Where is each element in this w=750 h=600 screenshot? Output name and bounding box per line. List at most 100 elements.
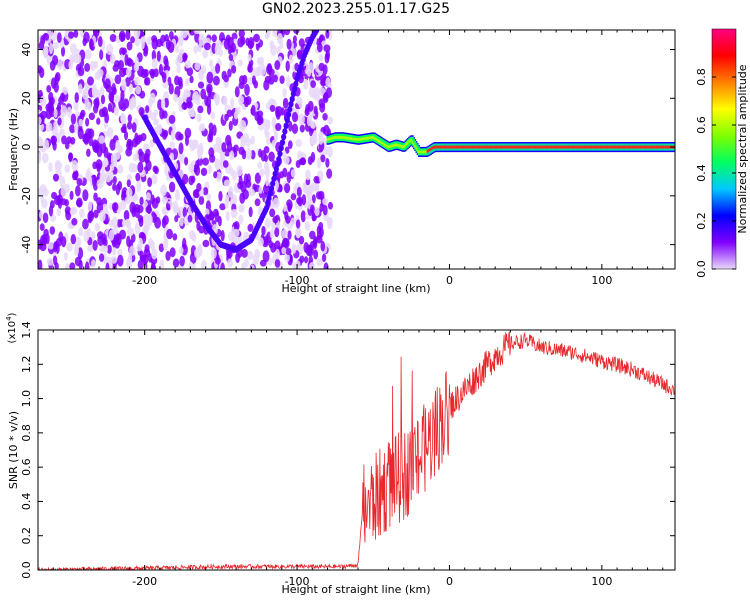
- noise-cell: [149, 68, 156, 76]
- noise-cell: [210, 111, 216, 120]
- noise-cell: [120, 126, 127, 134]
- noise-cell: [327, 219, 333, 230]
- ridge-cell: [278, 144, 284, 152]
- noise-cell: [168, 181, 176, 193]
- noise-cell: [74, 245, 79, 256]
- noise-cell: [130, 96, 136, 107]
- snr-xtick-label: -200: [132, 575, 157, 588]
- ridge-cell: [279, 139, 286, 146]
- noise-cell: [49, 226, 56, 235]
- noise-cell: [70, 137, 76, 145]
- noise-cell: [248, 206, 253, 218]
- noise-cell: [275, 106, 280, 118]
- ridge-cell: [276, 156, 282, 163]
- spectrogram-ytick-label: 0: [20, 144, 33, 151]
- noise-cell: [170, 129, 176, 142]
- noise-cell: [166, 203, 171, 211]
- colorbar-tick-label: 0.2: [695, 212, 708, 230]
- noise-cell: [120, 90, 125, 101]
- noise-cell: [227, 258, 233, 268]
- noise-cell: [267, 62, 272, 73]
- noise-cell: [207, 85, 212, 98]
- noise-cell: [235, 252, 241, 264]
- noise-cell: [60, 236, 67, 248]
- noise-cell: [106, 43, 114, 56]
- noise-cell: [121, 79, 127, 91]
- noise-cell: [144, 222, 151, 232]
- noise-cell: [263, 162, 269, 171]
- noise-cell: [229, 167, 235, 177]
- noise-cell: [112, 64, 119, 72]
- noise-cell: [86, 167, 91, 178]
- noise-cell: [325, 158, 330, 168]
- noise-cell: [247, 223, 254, 232]
- noise-cell: [85, 117, 90, 127]
- noise-cell: [295, 139, 302, 147]
- snr-xlabel: Height of straight line (km): [281, 583, 430, 596]
- spectrogram-cells: [38, 30, 675, 269]
- noise-cell: [239, 119, 247, 132]
- noise-cell: [162, 215, 169, 226]
- noise-cell: [136, 180, 142, 193]
- noise-cell: [247, 54, 252, 62]
- noise-cell: [71, 218, 78, 226]
- noise-cell: [138, 151, 146, 163]
- noise-cell: [87, 210, 95, 222]
- noise-cell: [48, 162, 53, 173]
- noise-cell: [39, 242, 47, 252]
- noise-cell: [257, 161, 263, 169]
- noise-cell: [195, 94, 201, 106]
- noise-cell: [120, 114, 127, 125]
- ridge-cell: [284, 117, 290, 124]
- noise-cell: [191, 232, 197, 243]
- noise-cell: [320, 74, 325, 84]
- noise-cell: [200, 88, 207, 100]
- noise-cell: [178, 142, 184, 155]
- noise-cell: [38, 116, 42, 125]
- noise-cell: [68, 60, 73, 70]
- noise-cell: [304, 256, 309, 264]
- noise-cell: [125, 30, 131, 41]
- noise-cell: [124, 218, 131, 227]
- noise-cell: [322, 204, 328, 216]
- noise-cell: [69, 124, 76, 134]
- noise-cell: [186, 96, 192, 107]
- noise-cell: [243, 97, 250, 108]
- noise-cell: [100, 141, 107, 154]
- noise-cell: [182, 206, 187, 218]
- noise-cell: [78, 227, 84, 237]
- noise-cell: [175, 45, 180, 54]
- noise-cell: [103, 245, 109, 253]
- noise-cell: [225, 210, 230, 221]
- snr-ytick-label: 0.2: [20, 527, 33, 545]
- noise-cell: [282, 204, 288, 213]
- noise-cell: [88, 136, 94, 147]
- noise-cell: [189, 142, 195, 152]
- noise-cell: [213, 171, 218, 179]
- noise-cell: [178, 246, 184, 255]
- noise-cell: [172, 233, 178, 241]
- noise-cell: [228, 53, 234, 62]
- noise-cell: [309, 262, 315, 269]
- noise-cell: [127, 114, 132, 123]
- noise-cell: [287, 230, 292, 240]
- noise-cell: [217, 216, 222, 227]
- noise-cell: [108, 90, 114, 103]
- noise-cell: [123, 209, 130, 221]
- noise-cell: [41, 152, 49, 164]
- noise-cell: [215, 63, 221, 74]
- noise-cell: [310, 182, 317, 192]
- noise-cell: [159, 259, 165, 269]
- noise-cell: [88, 38, 94, 50]
- noise-cell: [262, 250, 270, 263]
- colorbar: 0.0 0.2 0.4 0.6 0.8 Normalized spectral ampli…: [695, 28, 749, 278]
- noise-cell: [234, 86, 240, 98]
- noise-cell: [259, 64, 266, 77]
- snr-ytick-label: 0.6: [20, 458, 33, 476]
- noise-cell: [287, 202, 292, 211]
- noise-cell: [151, 248, 158, 260]
- noise-cell: [230, 42, 236, 53]
- noise-cell: [63, 252, 68, 261]
- noise-cell: [324, 52, 330, 64]
- noise-cell: [307, 244, 314, 257]
